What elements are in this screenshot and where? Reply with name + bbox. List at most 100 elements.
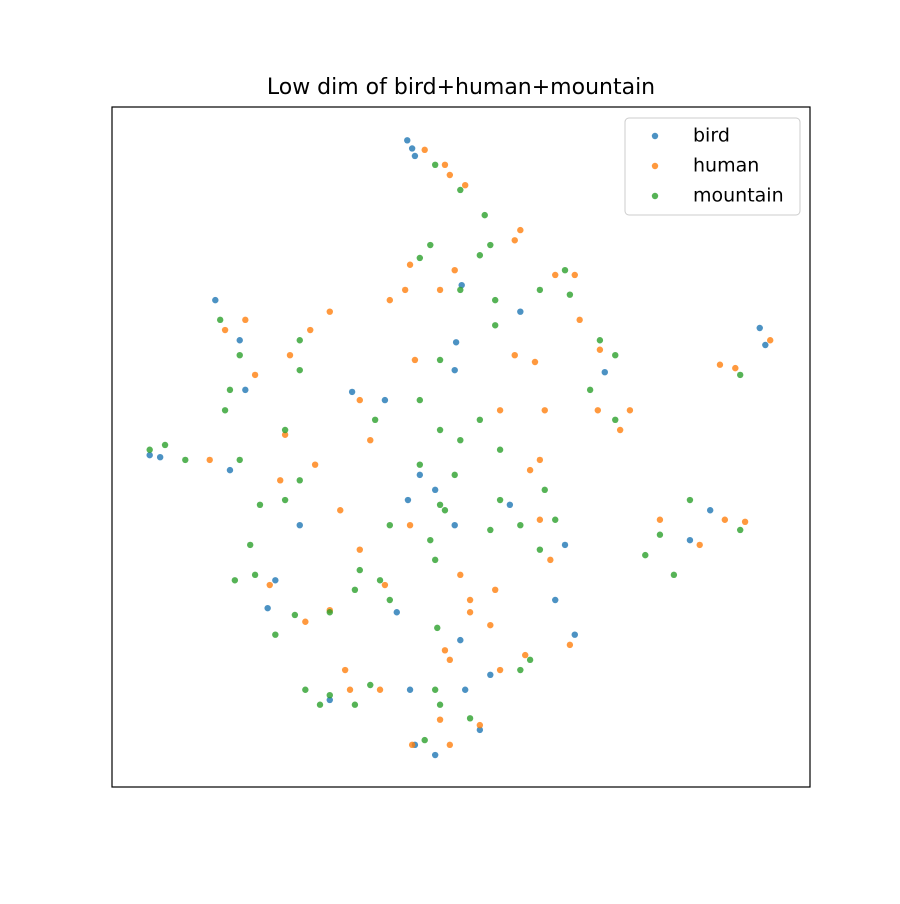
point	[221, 407, 229, 414]
point	[371, 416, 379, 423]
point	[476, 721, 484, 729]
point	[416, 396, 424, 404]
point	[561, 541, 569, 549]
point	[206, 456, 213, 464]
point	[596, 346, 604, 353]
point	[376, 686, 384, 693]
point	[326, 609, 333, 616]
point	[517, 308, 524, 315]
point	[541, 407, 548, 414]
point	[737, 371, 744, 379]
point	[264, 604, 271, 612]
point	[401, 286, 409, 294]
legend-label: bird	[693, 125, 730, 147]
point	[381, 581, 389, 589]
point	[416, 254, 424, 262]
point	[441, 507, 449, 514]
point	[386, 296, 394, 304]
point	[481, 211, 488, 219]
point	[236, 337, 243, 344]
point	[492, 322, 499, 329]
point	[272, 577, 279, 584]
point	[341, 666, 349, 674]
point	[496, 446, 504, 453]
point	[517, 666, 524, 674]
point	[416, 471, 424, 479]
point	[161, 441, 169, 449]
point	[436, 501, 444, 508]
point	[706, 507, 714, 514]
point	[256, 501, 264, 508]
point	[487, 241, 494, 249]
point	[296, 522, 303, 529]
point	[272, 631, 279, 638]
point	[411, 356, 419, 364]
point	[441, 647, 449, 654]
point	[351, 586, 359, 593]
point	[393, 609, 400, 616]
point	[767, 337, 774, 344]
point	[242, 386, 249, 394]
point	[404, 496, 412, 504]
point	[656, 516, 664, 523]
point	[156, 454, 164, 461]
point	[721, 516, 729, 523]
point	[427, 536, 434, 544]
point	[266, 581, 273, 589]
point	[552, 596, 559, 604]
point	[506, 501, 514, 508]
point	[571, 271, 578, 279]
point	[431, 751, 439, 759]
chart-title: Low dim of bird+human+mountain	[267, 75, 655, 100]
point	[451, 267, 458, 274]
point	[146, 446, 153, 453]
point	[376, 577, 384, 584]
point	[741, 518, 749, 525]
point	[552, 271, 559, 279]
point	[431, 556, 439, 564]
point	[446, 171, 454, 179]
point	[461, 686, 469, 693]
point	[536, 456, 544, 464]
point	[642, 551, 649, 559]
point	[686, 536, 694, 544]
point	[566, 641, 574, 649]
point	[427, 241, 434, 249]
axes-frame	[111, 106, 811, 788]
point	[696, 541, 703, 549]
point	[431, 161, 439, 168]
point	[571, 631, 578, 638]
point	[536, 546, 544, 553]
point	[406, 261, 414, 268]
point	[436, 701, 444, 708]
point	[421, 146, 428, 154]
point	[536, 286, 544, 294]
plot-points	[146, 137, 774, 759]
point	[541, 486, 548, 494]
point	[436, 716, 444, 723]
point	[436, 426, 444, 434]
legend-marker	[651, 132, 659, 140]
point	[436, 356, 444, 364]
point	[277, 477, 284, 484]
point	[517, 522, 524, 529]
point	[576, 316, 583, 324]
point	[466, 596, 474, 604]
legend-marker	[651, 162, 659, 170]
point	[517, 226, 524, 234]
point	[526, 656, 534, 664]
point	[561, 267, 569, 274]
point	[346, 686, 354, 693]
point	[226, 386, 234, 394]
point	[356, 396, 363, 404]
point	[356, 546, 363, 553]
point	[656, 531, 664, 538]
point	[286, 352, 294, 359]
point	[434, 624, 441, 632]
legend-marker	[651, 192, 659, 200]
point	[221, 326, 229, 334]
point	[716, 361, 724, 368]
point	[511, 237, 518, 244]
point	[326, 696, 333, 704]
